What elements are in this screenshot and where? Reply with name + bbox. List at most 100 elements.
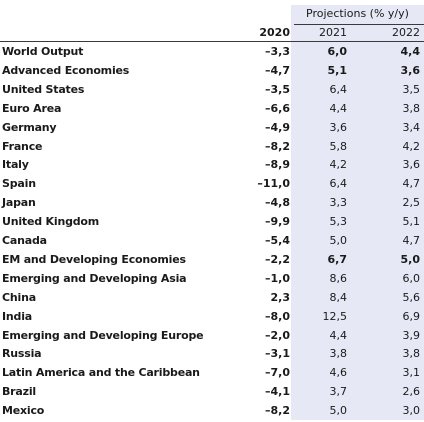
table-row: Canada –5,4 5,0 4,7: [0, 232, 424, 250]
row-label: United States: [2, 82, 85, 96]
value-2021: 3,3: [329, 196, 348, 210]
row-label: France: [2, 139, 43, 153]
value-2020: –7,0: [265, 366, 290, 380]
value-2022: 4,7: [402, 234, 421, 247]
value-2021: 5,8: [329, 139, 348, 153]
table-row: Emerging and Developing Asia –1,0 8,6 6,0: [0, 270, 424, 288]
row-label: China: [2, 290, 36, 304]
row-label: Euro Area: [2, 101, 62, 115]
value-2021: 6,4: [329, 177, 348, 191]
table-row: Advanced Economies –4,7 5,1 3,6: [0, 62, 424, 80]
value-2021: 6,4: [329, 82, 348, 96]
row-label: Italy: [2, 158, 29, 172]
row-label: Russia: [2, 347, 42, 361]
row-label: World Output: [2, 45, 84, 58]
value-2020: –4,9: [265, 120, 290, 134]
table-row: Spain –11,0 6,4 4,7: [0, 175, 424, 193]
value-2020: –8,2: [265, 139, 290, 153]
column-header-2021: 2021: [319, 26, 347, 39]
table-row: Mexico –8,2 5,0 3,0: [0, 402, 424, 420]
value-2022: 4,7: [402, 177, 421, 191]
table-row: Euro Area –6,6 4,4 3,8: [0, 100, 424, 118]
table-row: India –8,0 12,5 6,9: [0, 308, 424, 326]
value-2022: 3,0: [402, 404, 421, 418]
value-2021: 8,6: [329, 271, 348, 285]
table-row: EM and Developing Economies –2,2 6,7 5,0: [0, 251, 424, 269]
value-2020: –4,7: [265, 63, 290, 77]
row-label: Emerging and Developing Asia: [2, 271, 187, 285]
row-label: Canada: [2, 234, 47, 247]
value-2022: 3,6: [400, 63, 421, 77]
value-2022: 3,8: [402, 101, 421, 115]
value-2022: 2,5: [402, 196, 421, 210]
value-2021: 8,4: [329, 290, 348, 304]
value-2020: –1,0: [265, 271, 290, 285]
value-2022: 5,1: [402, 215, 421, 229]
row-label: EM and Developing Economies: [2, 252, 186, 266]
table-row: Japan –4,8 3,3 2,5: [0, 194, 424, 212]
value-2021: 5,1: [327, 63, 348, 77]
value-2021: 4,4: [329, 328, 348, 342]
value-2021: 3,6: [329, 120, 348, 134]
value-2022: 2,6: [402, 385, 421, 399]
value-2021: 3,7: [329, 385, 348, 399]
table-row: Brazil –4,1 3,7 2,6: [0, 383, 424, 401]
value-2022: 3,1: [402, 366, 421, 380]
column-header-2022: 2022: [392, 26, 420, 39]
value-2020: –9,9: [265, 215, 290, 229]
value-2020: –3,3: [265, 45, 290, 58]
projections-underline: [294, 24, 424, 25]
value-2021: 12,5: [322, 309, 348, 323]
value-2022: 3,4: [402, 120, 421, 134]
row-label: Advanced Economies: [2, 63, 130, 77]
value-2021: 5,0: [329, 234, 348, 247]
value-2022: 4,4: [400, 45, 421, 58]
table-row: China 2,3 8,4 5,6: [0, 289, 424, 307]
table-row: Italy –8,9 4,2 3,6: [0, 156, 424, 174]
table-row: Russia –3,1 3,8 3,8: [0, 345, 424, 363]
value-2022: 6,9: [402, 309, 421, 323]
value-2020: –3,5: [265, 82, 290, 96]
table-row: World Output –3,3 6,0 4,4: [0, 43, 424, 61]
table-row: France –8,2 5,8 4,2: [0, 138, 424, 156]
projections-title: Projections (% y/y): [306, 7, 409, 20]
table-row: United States –3,5 6,4 3,5: [0, 81, 424, 99]
row-label: India: [2, 309, 32, 323]
value-2022: 4,2: [402, 139, 421, 153]
projections-band: [291, 5, 424, 420]
table-row: Latin America and the Caribbean –7,0 4,6 3,…: [0, 364, 424, 382]
value-2022: 3,6: [402, 158, 421, 172]
value-2020: –4,8: [265, 196, 290, 210]
value-2020: –3,1: [265, 347, 290, 361]
row-label: United Kingdom: [2, 215, 100, 229]
value-2022: 5,0: [400, 252, 421, 266]
value-2020: –8,2: [265, 404, 290, 418]
value-2020: –4,1: [265, 385, 290, 399]
value-2021: 3,8: [329, 347, 348, 361]
value-2021: 6,0: [327, 45, 348, 58]
row-label: Brazil: [2, 385, 36, 399]
value-2020: –11,0: [257, 177, 290, 191]
value-2020: –5,4: [265, 234, 290, 247]
value-2020: –2,2: [265, 252, 290, 266]
row-label: Latin America and the Caribbean: [2, 366, 200, 380]
value-2020: –6,6: [265, 101, 290, 115]
table-row: United Kingdom –9,9 5,3 5,1: [0, 213, 424, 231]
row-label: Mexico: [2, 404, 45, 418]
row-label: Japan: [2, 196, 36, 210]
value-2022: 3,8: [402, 347, 421, 361]
value-2021: 6,7: [327, 252, 348, 266]
value-2022: 5,6: [402, 290, 421, 304]
value-2020: –2,0: [265, 328, 290, 342]
value-2020: 2,3: [270, 290, 291, 304]
value-2022: 3,9: [402, 328, 421, 342]
column-header-2020: 2020: [259, 26, 290, 39]
value-2020: –8,0: [265, 309, 290, 323]
value-2021: 4,4: [329, 101, 348, 115]
header-rule: [0, 41, 424, 42]
value-2021: 5,3: [329, 215, 348, 229]
value-2021: 4,6: [329, 366, 348, 380]
value-2022: 6,0: [402, 271, 421, 285]
table-row: Emerging and Developing Europe –2,0 4,4 3,9: [0, 327, 424, 345]
value-2021: 4,2: [329, 158, 348, 172]
